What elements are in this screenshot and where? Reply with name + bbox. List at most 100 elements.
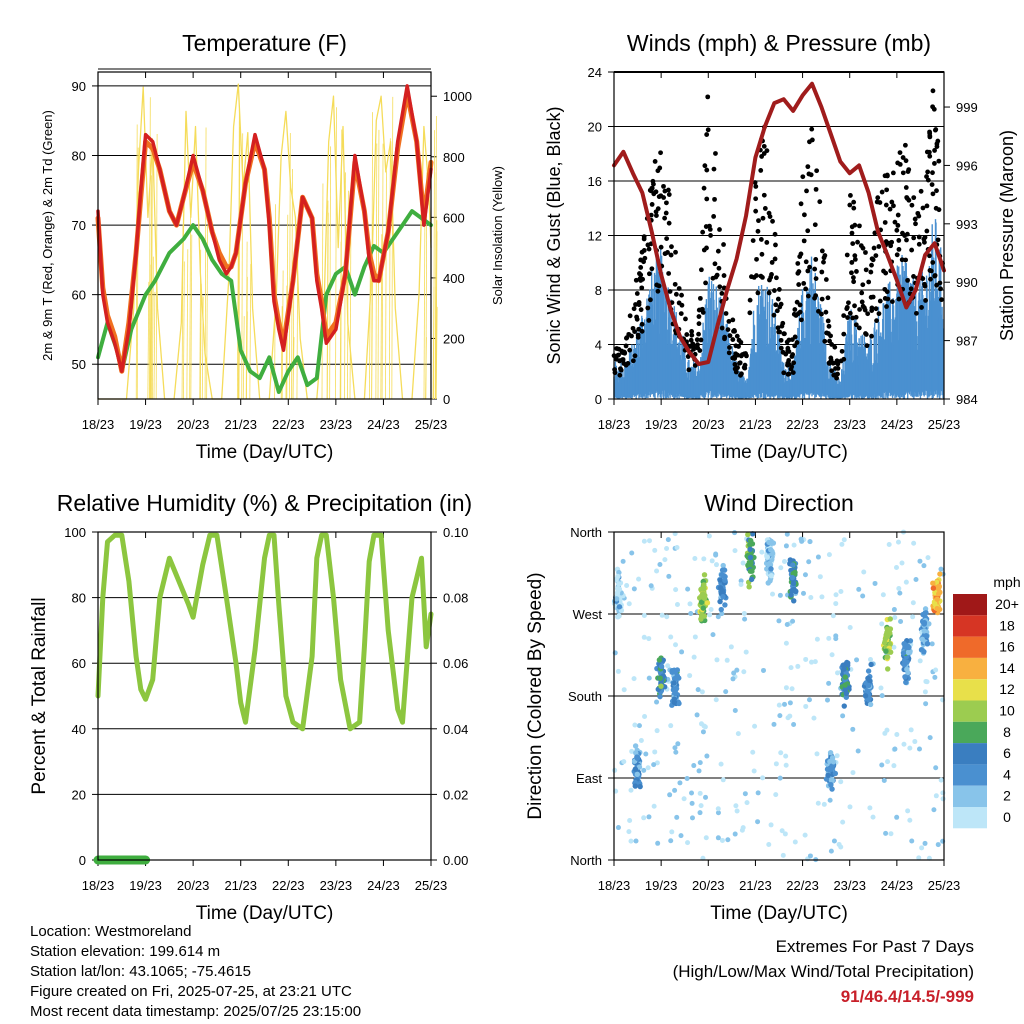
direction-point: [908, 727, 914, 733]
gust-point: [896, 247, 902, 252]
solar-spike: [201, 296, 204, 400]
direction-point: [718, 606, 724, 613]
gust-point: [866, 279, 872, 285]
direction-point: [829, 786, 835, 792]
x-tick-label: 25/23: [415, 878, 448, 893]
direction-point: [648, 583, 654, 589]
direction-point: [633, 838, 639, 844]
gust-point: [856, 325, 862, 331]
gust-point: [649, 266, 655, 272]
direction-point: [783, 685, 789, 691]
gust-point: [774, 308, 780, 314]
gust-point: [903, 257, 909, 263]
direction-point: [843, 690, 850, 697]
direction-point: [633, 750, 639, 756]
direction-point: [660, 657, 666, 663]
gust-point: [713, 151, 718, 156]
y-right-tick-label: 0.08: [443, 591, 468, 606]
gust-point: [622, 350, 628, 356]
panel-1: Temperature (F) Time (Day/UTC) 18/23 19/23 2…: [40, 30, 505, 463]
direction-point: [733, 803, 739, 809]
gust-point: [930, 170, 935, 176]
gust-point: [727, 333, 733, 339]
direction-point: [722, 577, 728, 584]
direction-point: [924, 679, 930, 685]
colorbar-title: mph: [993, 574, 1020, 590]
gust-point: [726, 350, 732, 356]
direction-point: [930, 585, 937, 591]
y-tick-label: 12: [588, 229, 602, 244]
gust-point: [869, 262, 874, 268]
direction-point: [862, 693, 869, 699]
gust-point: [778, 301, 784, 307]
direction-point: [840, 713, 846, 719]
gust-point: [913, 221, 918, 227]
gust-point: [645, 242, 651, 248]
direction-point: [657, 561, 663, 567]
direction-point: [795, 663, 801, 669]
direction-point: [713, 562, 719, 568]
colorbar-label: 16: [999, 639, 1015, 655]
gust-point: [633, 302, 638, 307]
direction-point: [906, 644, 912, 651]
gust-point: [632, 353, 638, 359]
gust-point: [808, 172, 814, 178]
gust-point: [807, 139, 812, 145]
gust-point: [704, 196, 710, 202]
gust-point: [775, 296, 781, 302]
direction-point: [740, 825, 746, 831]
y-tick-label: South: [568, 689, 602, 704]
gust-point: [918, 188, 924, 194]
gust-point: [673, 249, 678, 255]
gust-point: [823, 309, 829, 315]
direction-point: [621, 759, 627, 765]
gust-point: [900, 155, 906, 160]
gust-point: [859, 299, 865, 305]
gust-point: [849, 224, 855, 230]
gust-point: [797, 302, 803, 308]
direction-point: [715, 810, 721, 816]
direction-point: [828, 781, 834, 788]
gust-point: [627, 313, 633, 319]
gust-point: [895, 160, 901, 166]
colorbar-label: 2: [1003, 788, 1011, 804]
gust-point: [929, 182, 935, 187]
direction-point: [674, 814, 680, 820]
gust-point: [665, 250, 670, 255]
direction-point: [773, 792, 779, 798]
gust-point: [614, 346, 620, 351]
gust-point: [759, 251, 765, 257]
gust-point: [634, 316, 640, 322]
gust-point: [707, 223, 712, 229]
direction-point: [936, 583, 942, 589]
colorbar-label: 0: [1003, 809, 1011, 825]
direction-point: [667, 792, 673, 798]
direction-point: [882, 730, 888, 736]
gust-point: [739, 371, 744, 377]
gust-point: [638, 272, 644, 278]
direction-point: [632, 722, 638, 728]
gust-point: [703, 280, 708, 286]
gust-point: [676, 286, 682, 291]
solar-spike: [199, 249, 202, 400]
gust-point: [835, 361, 841, 367]
direction-point: [692, 555, 698, 561]
gust-point: [854, 269, 859, 274]
gust-point: [766, 290, 772, 296]
gust-point: [851, 275, 856, 280]
direction-point: [884, 654, 890, 660]
gust-point: [638, 307, 644, 313]
y-tick-label: 70: [72, 218, 86, 233]
direction-point: [687, 673, 693, 679]
direction-point: [723, 689, 729, 695]
gust-point: [689, 332, 695, 338]
x-tick-label: 20/23: [177, 417, 210, 432]
gust-point: [785, 345, 791, 351]
gust-point: [640, 276, 646, 282]
direction-point: [689, 815, 695, 821]
direction-point: [881, 777, 887, 783]
direction-point: [750, 749, 756, 755]
direction-point: [936, 591, 942, 597]
gust-point: [847, 310, 853, 316]
gust-point: [666, 271, 672, 276]
